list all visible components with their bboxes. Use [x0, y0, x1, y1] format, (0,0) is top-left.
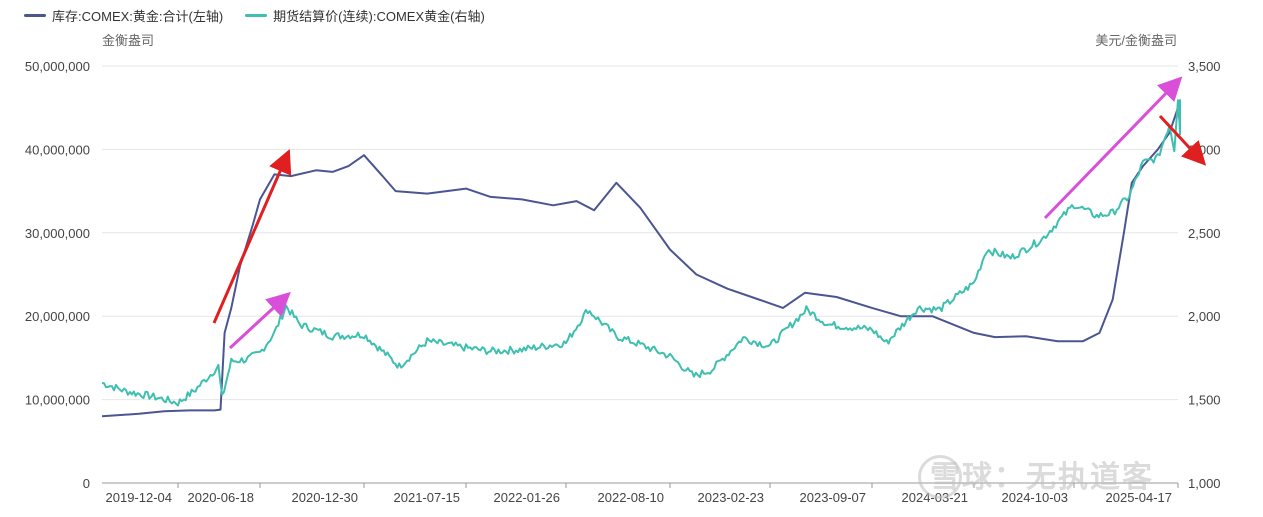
- left-axis-unit: 金衡盎司: [102, 33, 155, 48]
- grid-lines: [102, 65, 1178, 484]
- x-axis-tick-label: 2024-10-03: [1002, 490, 1069, 505]
- x-axis-tick-label: 2025-04-17: [1106, 490, 1173, 505]
- right-axis-tick-label: 2,500: [1188, 226, 1221, 241]
- x-axis-tick-label: 2022-08-10: [598, 490, 665, 505]
- legend: 库存:COMEX:黄金:合计(左轴) 期货结算价(连续):COMEX黄金(右轴): [24, 6, 485, 25]
- left-axis-tick-label: 0: [83, 476, 90, 491]
- x-axis-tick-label: 2023-02-23: [698, 490, 765, 505]
- x-axis-tick-label: 2021-07-15: [394, 490, 461, 505]
- legend-item-price[interactable]: 期货结算价(连续):COMEX黄金(右轴): [245, 6, 485, 25]
- right-axis-unit: 美元/金衡盎司: [1095, 33, 1177, 48]
- right-axis-tick-label: 1,500: [1188, 393, 1221, 408]
- series-line-inventory: [101, 106, 1181, 418]
- legend-label-inventory: 库存:COMEX:黄金:合计(左轴): [52, 9, 224, 24]
- left-axis-tick-label: 20,000,000: [25, 309, 90, 324]
- left-axis-tick-label: 30,000,000: [25, 226, 90, 241]
- x-axis-tick-label: 2020-12-30: [292, 490, 359, 505]
- arrow-red-down: [1158, 114, 1207, 166]
- x-axis-tick-label: 2022-01-26: [494, 490, 561, 505]
- watermark-logo-icon: [918, 455, 962, 499]
- arrow-red-up: [212, 148, 292, 324]
- arrow-magenta-up-right: [1043, 76, 1183, 220]
- watermark-text: 雪球：无执道客: [930, 461, 1154, 494]
- left-axis-tick-label: 40,000,000: [25, 142, 90, 157]
- legend-item-inventory[interactable]: 库存:COMEX:黄金:合计(左轴): [24, 6, 223, 25]
- x-axis-tick-label: 2023-09-07: [800, 490, 867, 505]
- right-axis-tick-label: 1,000: [1188, 476, 1221, 491]
- x-axis-tick-label: 2019-12-04: [106, 490, 173, 505]
- arrow-magenta-up-left: [228, 291, 291, 350]
- left-axis-tick-label: 10,000,000: [25, 393, 90, 408]
- x-axis-tick-label: 2020-06-18: [188, 490, 255, 505]
- series-lines: [101, 99, 1181, 418]
- series-line-price: [101, 99, 1181, 407]
- right-axis-tick-label: 3,500: [1188, 59, 1221, 74]
- right-axis-tick-label: 2,000: [1188, 309, 1221, 324]
- legend-swatch-inventory: [24, 14, 46, 17]
- left-axis-ticks: 0 10,000,000 20,000,000 30,000,000 40,000,00…: [25, 59, 90, 491]
- annotation-arrows: [212, 76, 1207, 350]
- legend-swatch-price: [245, 14, 268, 17]
- legend-label-price: 期货结算价(连续):COMEX黄金(右轴): [273, 9, 485, 24]
- left-axis-tick-label: 50,000,000: [25, 59, 90, 74]
